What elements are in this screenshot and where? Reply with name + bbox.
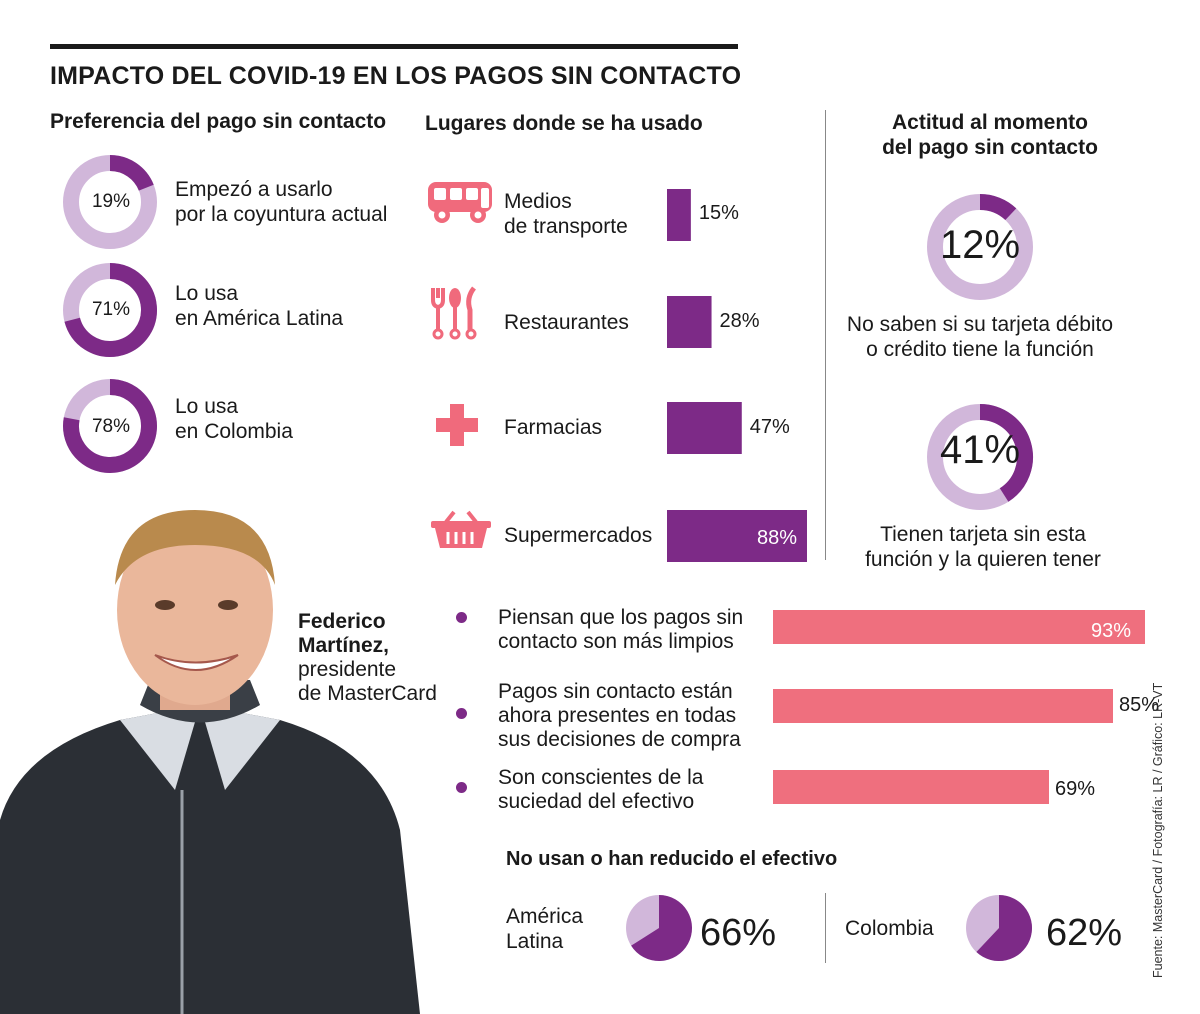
place-bar — [667, 510, 807, 562]
places-heading: Lugares donde se ha usado — [425, 112, 703, 135]
attitude-label-2: Tienen tarjeta sin esta función y la quie… — [865, 523, 1101, 571]
preference-pct-3: 78% — [91, 416, 131, 437]
place-pct-2: 28% — [719, 310, 760, 332]
statement-1: Piensan que los pagos sin contacto son má… — [498, 606, 744, 653]
place-label-4: Supermercados — [504, 524, 653, 547]
shopping-basket-icon — [431, 510, 491, 548]
pie-slice — [631, 895, 692, 961]
title-rule — [50, 44, 738, 49]
statement-bar — [773, 610, 1145, 644]
place-label-1: Medios de transporte — [504, 190, 628, 238]
statement-3: Son conscientes de la suciedad del efecti… — [498, 766, 704, 813]
bullet-dot — [456, 708, 467, 719]
bullet-dot — [456, 782, 467, 793]
statement-pct-3: 69% — [1055, 778, 1096, 800]
bus-icon — [428, 182, 492, 223]
cash-pie-1 — [626, 895, 692, 961]
place-pct-3: 47% — [749, 416, 790, 438]
preference-label-2: Lo usa en América Latina — [175, 282, 344, 330]
preference-label-3: Lo usa en Colombia — [175, 395, 293, 443]
bullet-dot — [456, 612, 467, 623]
place-pct-4: 88% — [757, 527, 798, 549]
cash-divider — [825, 893, 826, 963]
place-bar — [667, 296, 712, 348]
preference-pct-1: 19% — [91, 191, 131, 212]
source-credit: Fuente: MasterCard / Fotografía: LR / Gr… — [1151, 682, 1165, 978]
page-title: IMPACTO DEL COVID-19 EN LOS PAGOS SIN CO… — [50, 62, 742, 90]
person-caption: Federico Martínez, presidente de MasterC… — [298, 610, 437, 705]
cash-heading: No usan o han reducido el efectivo — [506, 848, 838, 870]
place-label-2: Restaurantes — [504, 311, 629, 334]
cash-pct-1: 66% — [700, 912, 777, 954]
cash-label-1: América Latina — [506, 905, 584, 953]
column-divider — [825, 110, 826, 560]
place-label-3: Farmacias — [504, 416, 603, 439]
donut-segment — [979, 404, 1033, 502]
statement-bar — [773, 689, 1113, 723]
pie-slice — [976, 895, 1032, 961]
donut-segment — [109, 155, 154, 192]
attitude-pct-2: 41% — [939, 428, 1021, 472]
preference-label-1: Empezó a usarlo por la coyuntura actual — [175, 178, 388, 226]
cash-label-2: Colombia — [845, 917, 934, 940]
statement-pct-1: 93% — [1091, 620, 1132, 642]
statement-bar — [773, 770, 1049, 804]
donut-segment — [63, 379, 157, 473]
preference-pct-2: 71% — [91, 299, 131, 320]
attitude-donuts — [927, 194, 1033, 510]
attitude-pct-1: 12% — [939, 223, 1021, 267]
pharmacy-cross-icon — [436, 404, 478, 446]
preference-heading: Preferencia del pago sin contacto — [50, 110, 387, 133]
statement-pct-2: 85% — [1119, 694, 1160, 716]
donut-segment — [979, 194, 1017, 221]
cash-pie-2 — [966, 895, 1032, 961]
places-bar-chart — [667, 189, 807, 562]
attitude-heading: Actitud al momento del pago sin contacto — [882, 111, 1098, 159]
cutlery-icon — [431, 286, 477, 340]
donut-segment — [64, 263, 157, 357]
statement-2: Pagos sin contacto están ahora presentes … — [498, 680, 741, 751]
place-bar — [667, 189, 691, 241]
preference-donuts — [63, 155, 157, 473]
person-photo — [0, 510, 420, 1014]
statements-bar-chart — [773, 610, 1145, 804]
place-pct-1: 15% — [698, 202, 739, 224]
cash-pct-2: 62% — [1046, 912, 1123, 954]
place-bar — [667, 402, 742, 454]
attitude-label-1: No saben si su tarjeta débito o crédito t… — [846, 313, 1114, 361]
